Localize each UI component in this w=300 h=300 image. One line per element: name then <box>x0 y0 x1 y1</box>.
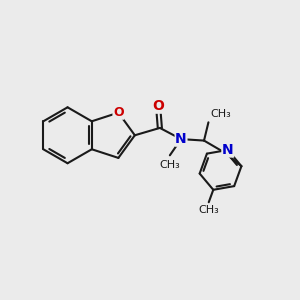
Text: CH₃: CH₃ <box>160 160 180 170</box>
Text: O: O <box>152 99 164 113</box>
Text: O: O <box>113 106 124 119</box>
Text: N: N <box>222 143 234 157</box>
Text: CH₃: CH₃ <box>210 109 231 119</box>
Text: CH₃: CH₃ <box>198 205 219 214</box>
Text: N: N <box>175 132 187 146</box>
